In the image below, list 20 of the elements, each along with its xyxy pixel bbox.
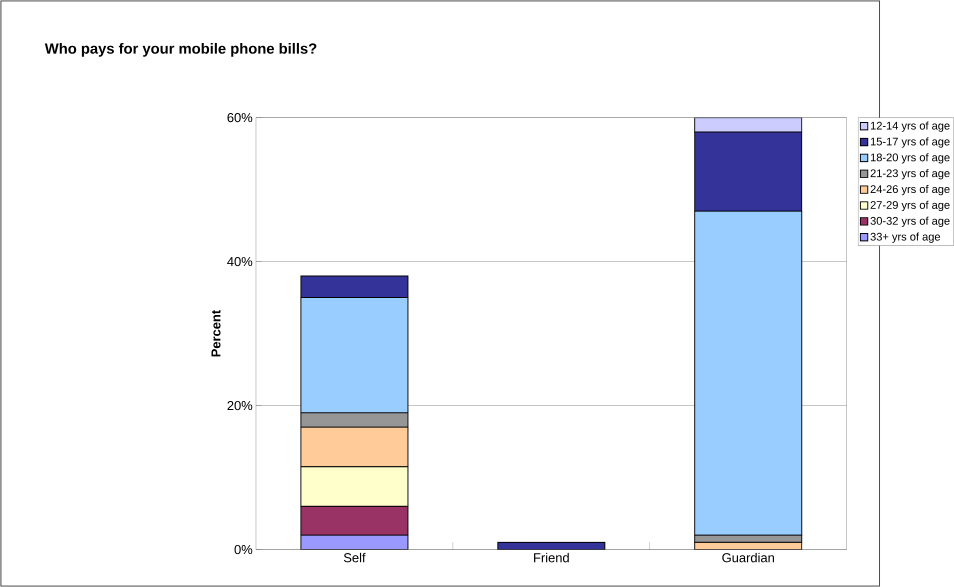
- y-tick-label: 40%: [227, 257, 252, 266]
- legend-label: 33+ yrs of age: [870, 232, 940, 243]
- y-tick-label: 60%: [228, 113, 252, 122]
- legend-label: 15-17 yrs of age: [870, 137, 950, 148]
- bar: [300, 276, 408, 298]
- x-tick-label: Friend: [534, 552, 569, 562]
- x-tick-label: Guardian: [722, 552, 774, 562]
- legend-label: 27-29 yrs of age: [870, 200, 950, 212]
- x-tick-label: Self: [344, 552, 366, 562]
- bar: [300, 426, 408, 468]
- legend-label: 30-32 yrs of age: [870, 216, 950, 227]
- bar: [694, 132, 802, 212]
- legend-label: 21-23 yrs of age: [870, 169, 950, 180]
- y-tick-label: 0%: [234, 544, 252, 554]
- legend-label: 24-26 yrs of age: [870, 184, 950, 196]
- legend-label: 12-14 yrs of age: [870, 121, 950, 132]
- legend-label: 18-20 yrs of age: [870, 153, 950, 164]
- chart-title: Who pays for your mobile phone bills?: [44, 42, 316, 57]
- y-axis-title: Percent: [212, 310, 221, 356]
- y-tick-label: 20%: [228, 400, 252, 410]
